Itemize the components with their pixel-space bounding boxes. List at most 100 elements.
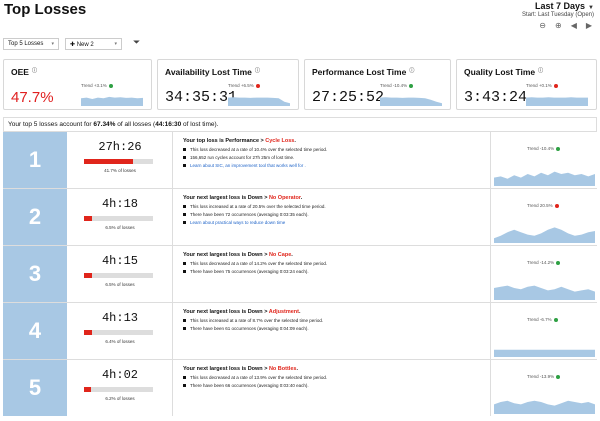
date-range-label[interactable]: Last 7 Days	[535, 1, 586, 11]
loss-share-fill	[84, 159, 133, 164]
sparkline-area	[494, 400, 595, 414]
sparkline-area	[81, 96, 143, 106]
shift-dropdown-label: New 2	[76, 41, 94, 48]
loss-trend-cell: Trend -10.4%	[490, 132, 597, 188]
filter-icon[interactable]: ⏷	[133, 37, 141, 47]
loss-details: This loss decreased at a rate of 10.4% o…	[183, 147, 483, 168]
loss-details: This loss decreased at a rate of 14.2% o…	[183, 261, 483, 274]
loss-trend-sparkline	[494, 285, 595, 300]
loss-trend: Trend 20.5%	[527, 203, 559, 208]
loss-share-label: 41.7% of losses	[104, 168, 136, 173]
loss-row[interactable]: 5 4h:02 6.2% of losses Your next largest lo…	[3, 359, 597, 416]
loss-value-cell: 4h:02 6.2% of losses	[67, 360, 173, 416]
kpi-card-value: 47.7%	[11, 89, 54, 106]
loss-share-fill	[84, 216, 92, 221]
sparkline-area	[380, 97, 442, 106]
loss-time: 4h:15	[101, 254, 138, 268]
caret-down-icon: ▾	[114, 41, 117, 47]
kpi-card[interactable]: Availability Lost Time ⓘ 34:35:31 Trend +6.…	[157, 59, 299, 110]
summary-middle: of all losses (	[115, 121, 156, 128]
loss-row[interactable]: 1 27h:26 41.7% of losses Your top loss is P…	[3, 131, 597, 188]
kpi-card[interactable]: Performance Lost Time ⓘ 27:25:52 Trend -10.…	[304, 59, 451, 110]
status-dot-icon	[556, 260, 561, 265]
loss-share-label: 6.2% of losses	[105, 396, 135, 401]
learn-more-link[interactable]: Learn about practical ways to reduce dow…	[183, 220, 483, 225]
loss-trend: Trend -14.2%	[527, 260, 561, 265]
loss-category[interactable]: No Operator	[268, 195, 301, 201]
loss-row[interactable]: 2 4h:18 6.5% of losses Your next largest lo…	[3, 188, 597, 245]
kpi-card-title: OEE ⓘ	[11, 67, 37, 77]
loss-detail: This loss decreased at a rate of 14.2% o…	[183, 261, 483, 266]
loss-rank: 2	[3, 189, 67, 245]
loss-trend-cell: Trend -6.7%	[490, 303, 597, 359]
previous-icon[interactable]: ◀	[570, 21, 577, 30]
loss-detail: There have been 61 occurrences (averagin…	[183, 326, 483, 331]
kpi-trend-sparkline	[81, 96, 143, 106]
loss-detail: There have been 75 occurrences (averagin…	[183, 269, 483, 274]
loss-trend-sparkline	[494, 400, 595, 414]
date-range-start: Start: Last Tuesday (Open)	[521, 12, 594, 18]
loss-share-label: 6.5% of losses	[105, 225, 135, 230]
loss-description: Your next largest loss is Down > No Cape…	[183, 252, 483, 277]
loss-heading: Your next largest loss is Down > No Oper…	[183, 195, 303, 201]
loss-category[interactable]: Cycle Loss	[265, 138, 295, 144]
loss-category[interactable]: No Cape	[268, 252, 292, 258]
loss-value-cell: 27h:26 41.7% of losses	[67, 132, 173, 188]
loss-row[interactable]: 4 4h:13 6.4% of losses Your next largest lo…	[3, 302, 597, 359]
status-dot-icon	[108, 83, 113, 88]
kpi-card-trend: Trend +0.1%	[526, 83, 558, 88]
sparkline-area	[494, 227, 595, 243]
sparkline-area	[526, 97, 588, 106]
kpi-card-trend: Trend -10.4%	[380, 83, 414, 88]
date-range[interactable]: Last 7 Days ▼ Start: Last Tuesday (Open)	[522, 1, 594, 18]
info-icon[interactable]: ⓘ	[409, 68, 415, 74]
top-losses-dropdown[interactable]: Top 5 Losses ▾	[3, 38, 59, 50]
loss-trend: Trend -6.7%	[527, 317, 558, 322]
loss-share-label: 6.5% of losses	[105, 282, 135, 287]
kpi-card[interactable]: Quality Lost Time ⓘ 3:43:24 Trend +0.1%	[456, 59, 597, 110]
zoom-out-icon[interactable]: ⊖	[539, 21, 546, 30]
loss-trend-cell: Trend 20.5%	[490, 189, 597, 245]
loss-value-cell: 4h:15 6.5% of losses	[67, 246, 173, 302]
loss-description: Your next largest loss is Down > No Bott…	[183, 366, 483, 391]
loss-trend-cell: Trend -13.9%	[490, 360, 597, 416]
loss-category[interactable]: No Bottles	[268, 366, 297, 372]
kpi-card[interactable]: OEE ⓘ 47.7% Trend +3.1%	[3, 59, 152, 110]
loss-detail: This loss increased at a rate of 8.7% ov…	[183, 318, 483, 323]
loss-share-bar	[84, 216, 153, 221]
kpi-card-trend: Trend +3.1%	[81, 83, 113, 88]
status-dot-icon	[554, 203, 559, 208]
sparkline-area	[494, 285, 595, 300]
chevron-down-icon[interactable]: ▼	[588, 5, 594, 11]
status-dot-icon	[409, 83, 414, 88]
loss-detail: 156,652 run cycles account for 27h 25m o…	[183, 155, 483, 160]
kpi-card-value: 34:35:31	[165, 89, 238, 106]
learn-more-link[interactable]: Learn about SIC, an improvement tool tha…	[183, 163, 483, 168]
summary-pct: 67.34%	[93, 121, 116, 128]
loss-trend-sparkline	[494, 171, 595, 186]
loss-details: This loss increased at a rate of 20.5% o…	[183, 204, 483, 225]
info-icon[interactable]: ⓘ	[538, 68, 544, 74]
next-icon[interactable]: ▶	[585, 21, 592, 30]
loss-rank: 5	[3, 360, 67, 416]
loss-time: 4h:18	[101, 197, 138, 211]
loss-row[interactable]: 3 4h:15 6.5% of losses Your next largest lo…	[3, 245, 597, 302]
loss-category[interactable]: Adjustment	[268, 309, 299, 315]
loss-heading: Your top loss is Performance > Cycle Los…	[183, 138, 296, 144]
loss-detail: There have been 66 occurrences (averagin…	[183, 383, 483, 388]
sparkline-area	[494, 171, 595, 186]
zoom-in-icon[interactable]: ⊕	[554, 21, 562, 30]
summary-time: 44:16:30	[155, 121, 182, 128]
loss-trend: Trend -10.4%	[527, 146, 561, 151]
status-dot-icon	[553, 83, 558, 88]
shift-icon: ✚	[70, 41, 76, 48]
info-icon[interactable]: ⓘ	[31, 68, 37, 74]
kpi-card-title: Availability Lost Time ⓘ	[165, 67, 260, 77]
shift-dropdown[interactable]: ✚ New 2 ▾	[65, 38, 122, 50]
summary-suffix: of lost time).	[181, 121, 219, 128]
info-icon[interactable]: ⓘ	[254, 68, 260, 74]
view-controls: ⊖ ⊕ ◀ ▶	[539, 21, 592, 30]
loss-time: 27h:26	[98, 140, 142, 154]
kpi-card-title: Quality Lost Time ⓘ	[464, 67, 544, 77]
summary-prefix: Your top 5 losses account for	[8, 121, 94, 128]
